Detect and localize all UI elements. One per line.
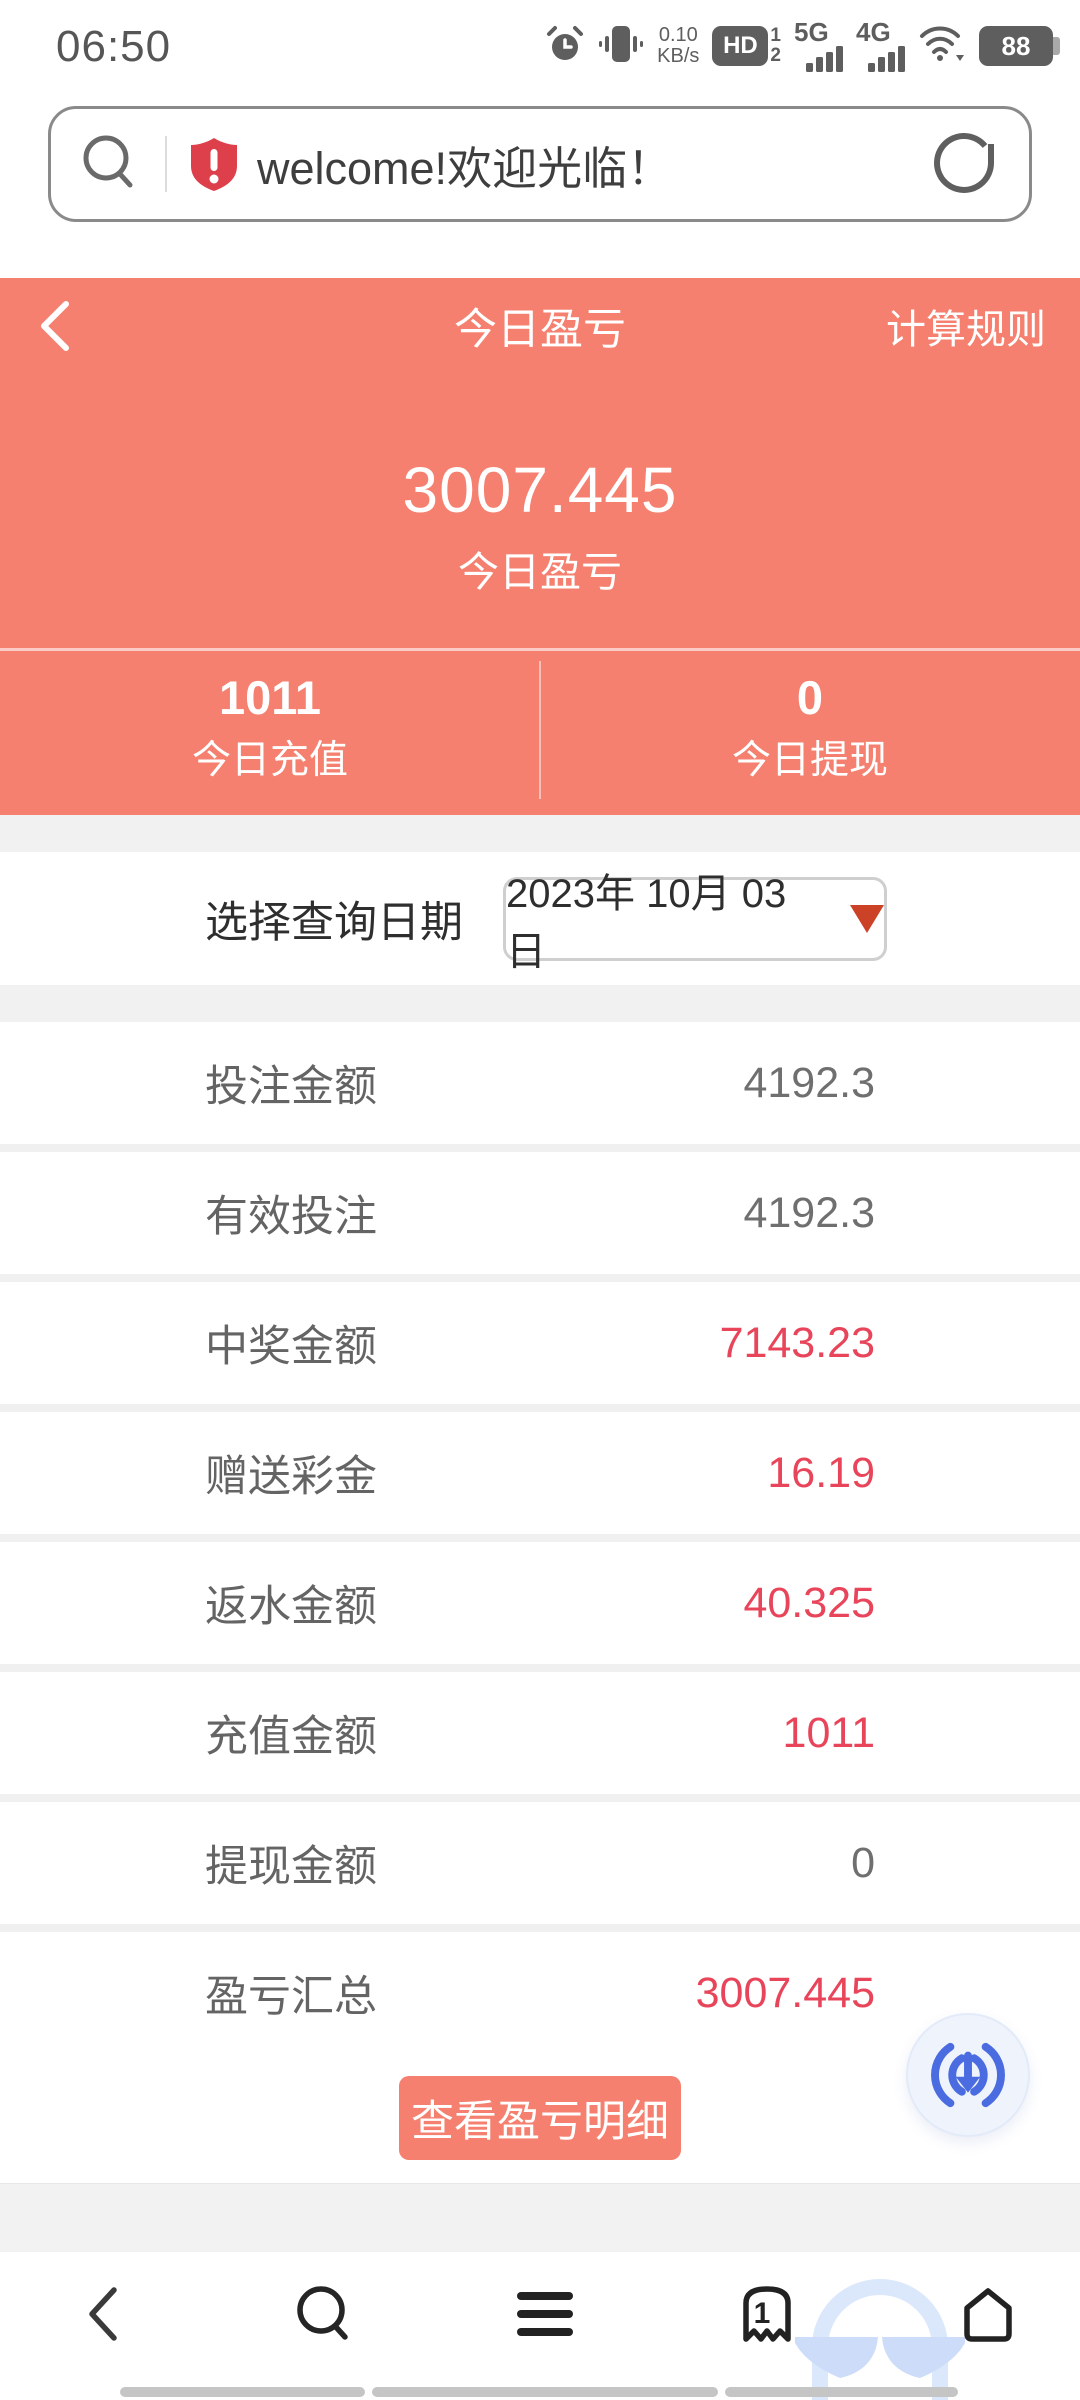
summary-table: 投注金额 4192.3 有效投注 4192.3 中奖金额 7143.23 赠送彩…	[0, 1022, 1080, 2054]
date-query-label: 选择查询日期	[205, 898, 463, 947]
page-title: 今日盈亏	[454, 306, 626, 354]
row-value: 3007.445	[695, 1968, 875, 2017]
row-value: 0	[851, 1838, 875, 1887]
row-value: 40.325	[743, 1578, 875, 1627]
back-button[interactable]	[34, 296, 94, 356]
page-nav: 今日盈亏 计算规则	[0, 278, 1080, 374]
table-row-deposit: 充值金额 1011	[0, 1672, 1080, 1794]
today-withdraw-stat: 0 今日提现	[540, 651, 1080, 813]
nav-home-button[interactable]	[948, 2274, 1028, 2354]
nav-search-button[interactable]	[284, 2274, 364, 2354]
table-row-rebate: 返水金额 40.325	[0, 1542, 1080, 1664]
row-value: 16.19	[767, 1448, 875, 1497]
table-row-bet-amount: 投注金额 4192.3	[0, 1022, 1080, 1144]
today-profit-caption: 今日盈亏	[458, 549, 622, 595]
today-profit-amount: 3007.445	[402, 454, 678, 526]
toolbar-indicator-bar	[725, 2387, 958, 2397]
row-value: 4192.3	[743, 1188, 875, 1237]
row-label: 赠送彩金	[205, 1453, 377, 1501]
spacer	[0, 985, 1080, 1022]
wifi-icon	[918, 23, 966, 70]
row-label: 有效投注	[205, 1193, 377, 1241]
hd-voice-icon: HD 1 2	[712, 26, 781, 66]
today-deposit-label: 今日充值	[191, 739, 348, 782]
row-label: 返水金额	[205, 1583, 377, 1631]
table-row-withdraw: 提现金额 0	[0, 1802, 1080, 1924]
chevron-down-icon	[850, 904, 884, 933]
nav-menu-button[interactable]	[505, 2274, 585, 2354]
tab-count: 1	[753, 2297, 770, 2330]
browser-bottom-toolbar: 1	[0, 2252, 1080, 2400]
button-row: 查看盈亏明细	[0, 2062, 1080, 2183]
toolbar-indicator-bar	[372, 2387, 718, 2397]
date-picker-value[interactable]: 2023年 10月 03日	[506, 871, 787, 974]
spacer	[0, 815, 1080, 852]
table-row-bonus: 赠送彩金 16.19	[0, 1412, 1080, 1534]
vibrate-icon	[598, 22, 644, 71]
status-bar: 06:50 0.10 KB/s	[0, 0, 1080, 90]
row-value: 4192.3	[743, 1058, 875, 1107]
browser-url-area: welcome!欢迎光临！	[0, 90, 1080, 230]
divider	[0, 648, 1080, 651]
refresh-icon[interactable]	[929, 129, 999, 199]
nav-tabs-button[interactable]: 1	[727, 2274, 807, 2354]
status-time: 06:50	[56, 22, 172, 71]
today-stats: 1011 今日充值 0 今日提现	[0, 651, 1080, 813]
battery-icon: 88	[979, 26, 1060, 66]
floating-accelerator-button[interactable]	[906, 2013, 1030, 2137]
watermark-glasses-graphic	[792, 2274, 968, 2400]
nav-back-button[interactable]	[62, 2274, 142, 2354]
status-icons: 0.10 KB/s HD 1 2 5G 4G	[545, 19, 1060, 72]
alarm-icon	[545, 22, 585, 71]
network-download-icon	[931, 2042, 1005, 2108]
toolbar-icons: 1	[62, 2252, 1028, 2376]
spacer	[0, 230, 1080, 278]
network-speed: 0.10 KB/s	[657, 24, 700, 67]
calc-rules-link[interactable]: 计算规则	[886, 308, 1046, 352]
today-withdraw-label: 今日提现	[731, 739, 888, 782]
view-detail-button[interactable]: 查看盈亏明细	[399, 2076, 681, 2160]
date-query-row: 选择查询日期 2023年 10月 03日	[0, 852, 1080, 985]
security-warning-icon	[189, 136, 239, 192]
row-label: 中奖金额	[205, 1323, 377, 1371]
table-row-total-pl: 盈亏汇总 3007.445	[0, 1932, 1080, 2054]
toolbar-indicator-bar	[120, 2387, 365, 2397]
profit-summary-card: 今日盈亏 计算规则 3007.445 今日盈亏 1011 今日充值 0 今日提现	[0, 278, 1080, 815]
divider	[539, 661, 541, 799]
row-value: 7143.23	[719, 1318, 875, 1367]
row-label: 投注金额	[205, 1063, 377, 1111]
signal-5g-icon: 5G	[794, 19, 843, 72]
row-label: 盈亏汇总	[205, 1973, 377, 2021]
search-icon[interactable]	[81, 133, 139, 196]
row-label: 提现金额	[205, 1843, 377, 1891]
today-deposit-value: 1011	[219, 671, 321, 724]
url-text[interactable]: welcome!欢迎光临！	[257, 142, 673, 194]
date-picker[interactable]: 2023年 10月 03日	[503, 872, 887, 974]
spacer	[0, 2183, 1080, 2252]
today-withdraw-value: 0	[796, 671, 824, 724]
browser-url-bar[interactable]: welcome!欢迎光临！	[48, 106, 1032, 222]
today-deposit-stat: 1011 今日充值	[0, 651, 540, 813]
table-row-win-amount: 中奖金额 7143.23	[0, 1282, 1080, 1404]
divider	[165, 136, 167, 192]
table-row-valid-bet: 有效投注 4192.3	[0, 1152, 1080, 1274]
signal-4g-icon: 4G	[856, 19, 905, 72]
row-label: 充值金额	[205, 1713, 377, 1761]
row-value: 1011	[782, 1708, 875, 1757]
